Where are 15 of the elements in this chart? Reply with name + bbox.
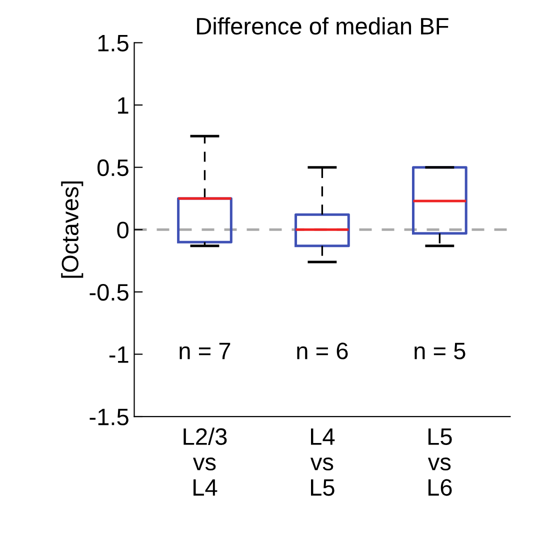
y-axis-title: [Octaves] bbox=[61, 181, 84, 278]
annotation: n = 6 bbox=[297, 342, 348, 360]
y-tick-label: -1 bbox=[109, 346, 128, 363]
y-tick-label: 0.5 bbox=[97, 159, 128, 176]
x-tick-label: L2/3 vs L4 bbox=[184, 428, 227, 496]
chart-title: Difference of median BF bbox=[197, 17, 448, 35]
y-tick-label: -1.5 bbox=[90, 408, 128, 426]
y-tick-label: -0.5 bbox=[90, 284, 128, 301]
annotation: n = 7 bbox=[180, 342, 230, 360]
annotation: n = 5 bbox=[414, 342, 466, 360]
x-tick-label: L4 vs L5 bbox=[310, 428, 335, 496]
y-tick-label: 0 bbox=[117, 222, 128, 238]
x-tick-label: L5 vs L6 bbox=[428, 428, 452, 496]
y-tick-label: 1.5 bbox=[98, 35, 128, 52]
y-tick-label: 1 bbox=[118, 97, 128, 114]
